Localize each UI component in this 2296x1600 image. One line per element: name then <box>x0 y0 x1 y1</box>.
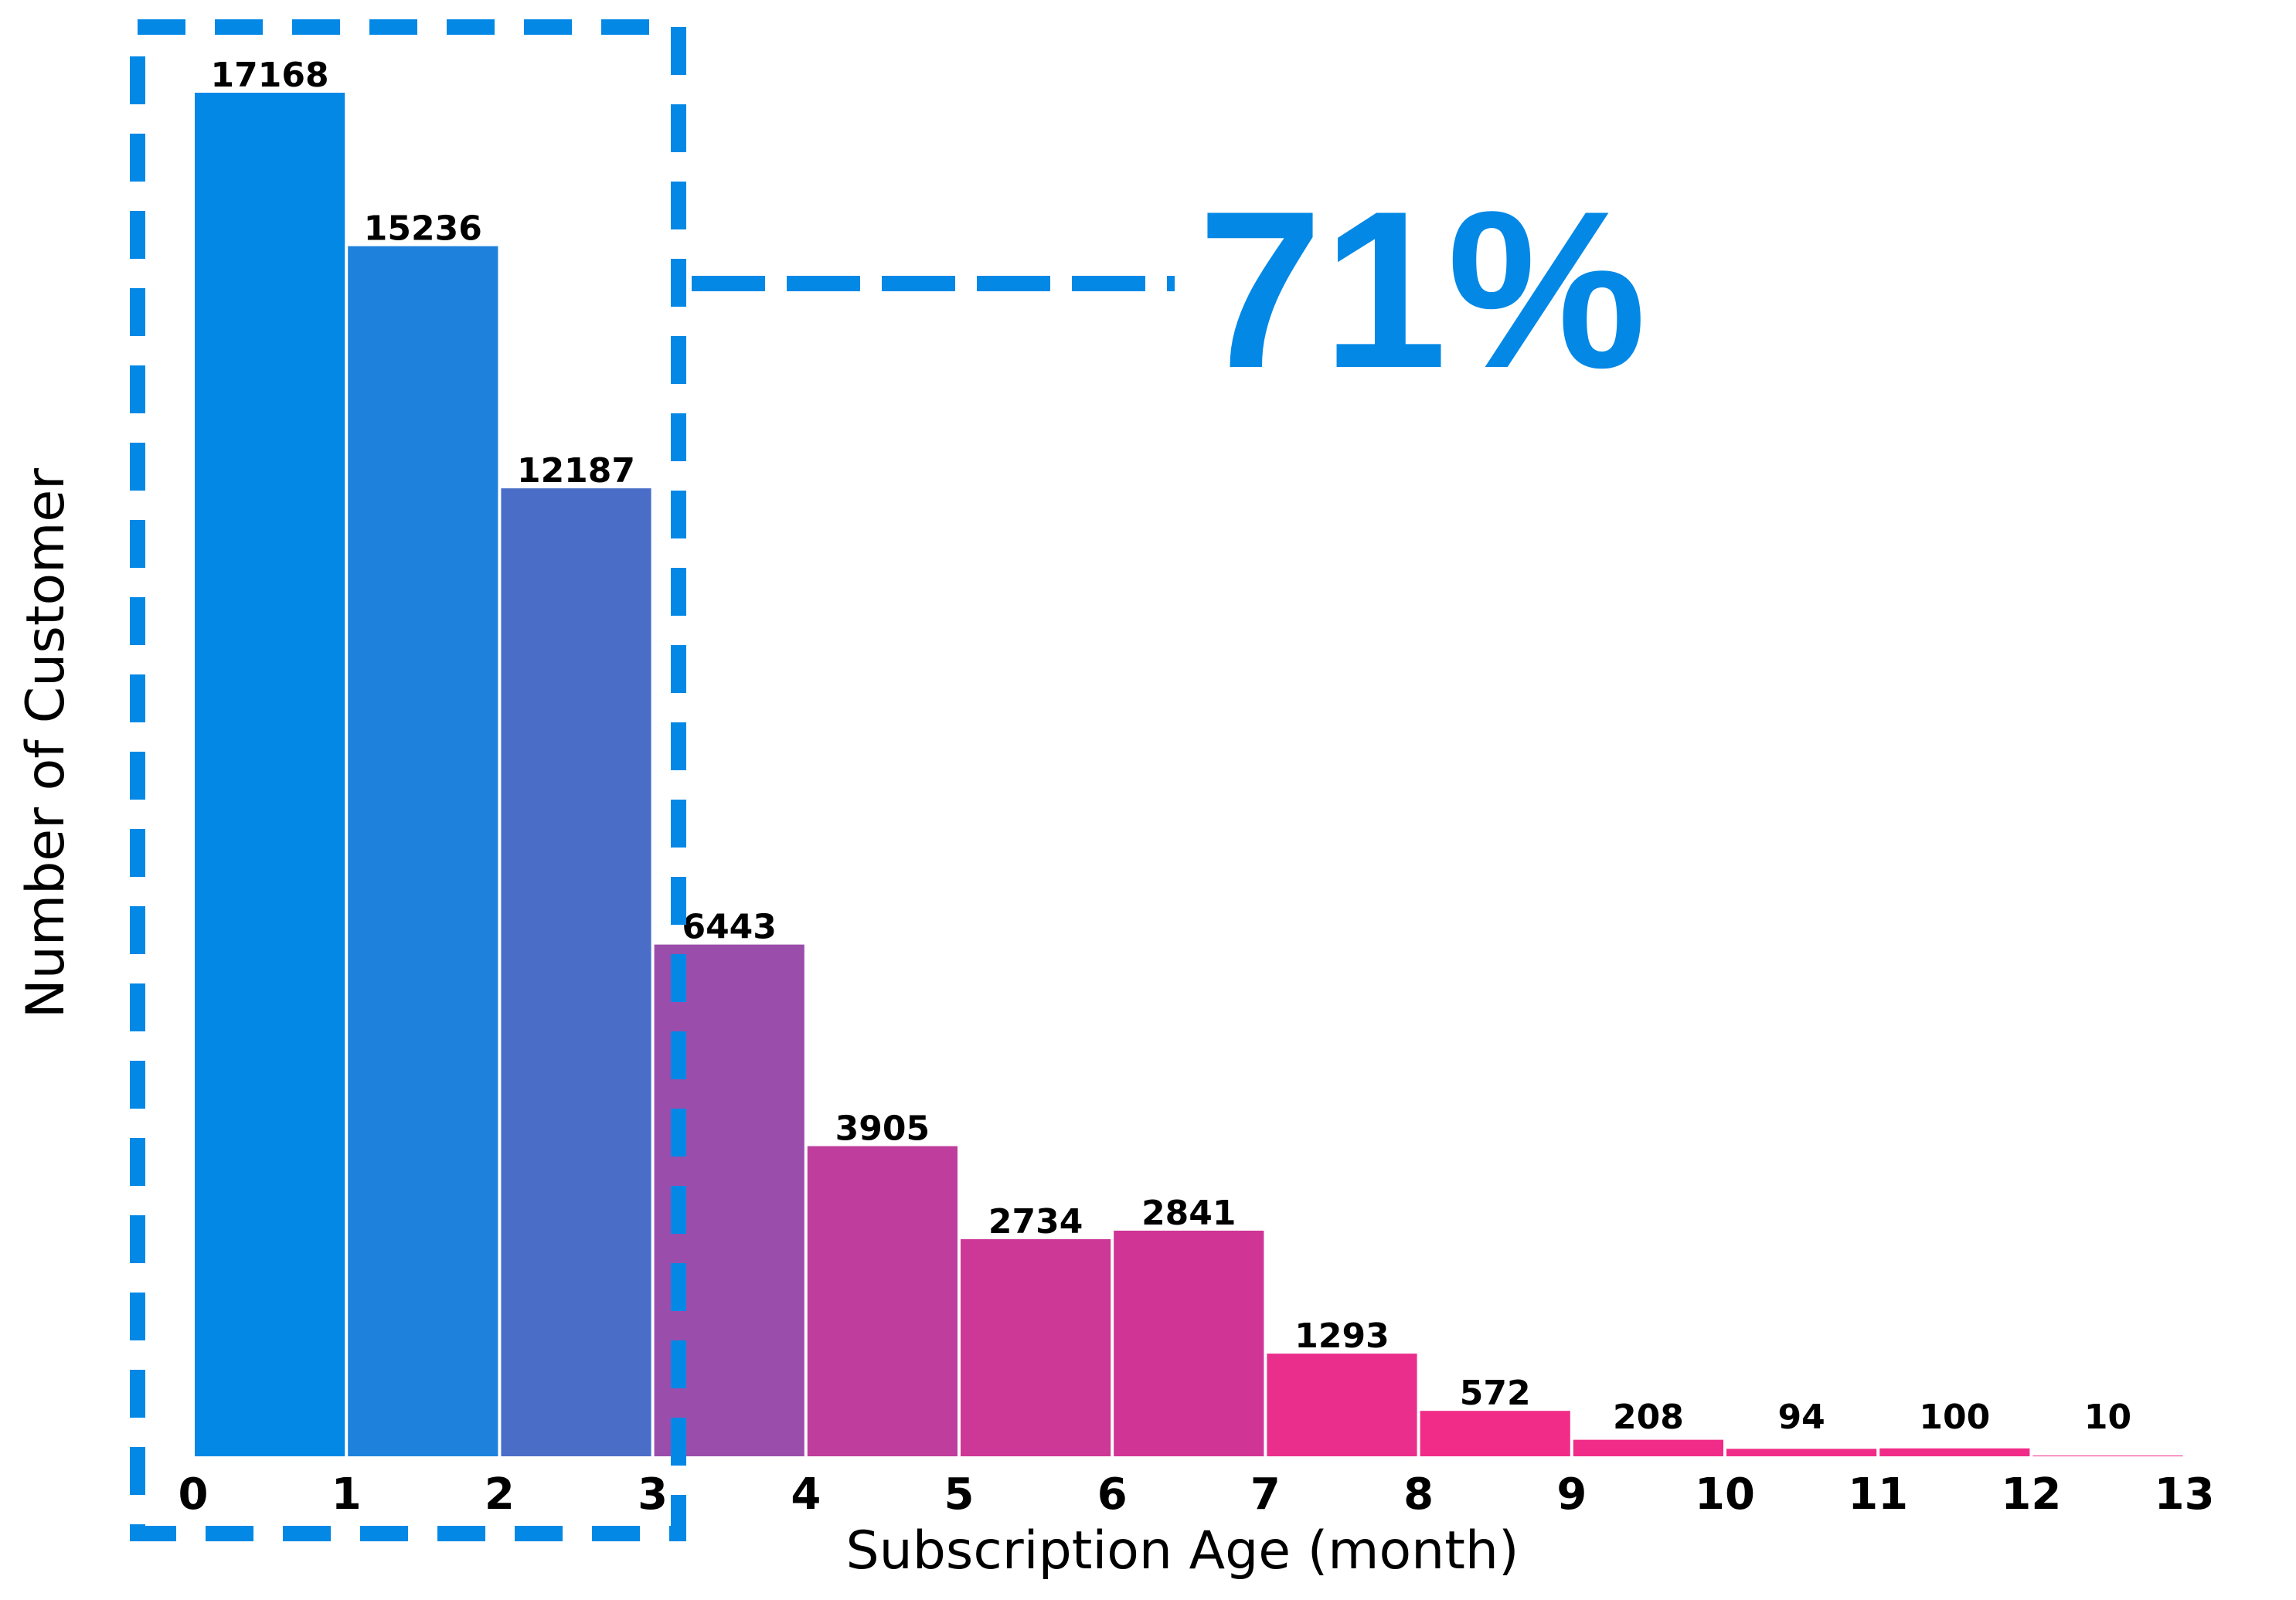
bar-month-7 <box>1267 1354 1417 1456</box>
x-tick-label: 12 <box>2001 1469 2061 1520</box>
x-tick-label: 11 <box>1848 1469 1908 1520</box>
bar-month-6 <box>1114 1230 1264 1456</box>
x-tick-label: 4 <box>791 1469 821 1520</box>
y-axis-title: Number of Customer <box>15 468 77 1018</box>
bar-value-label: 10 <box>2084 1398 2131 1437</box>
bar-value-label: 6443 <box>682 908 776 947</box>
bar-value-labels: 17168 15236 12187 6443 3905 2734 2841 1293 572 20… <box>211 56 2132 1437</box>
bar-value-label: 100 <box>1919 1398 1990 1437</box>
percentage-annotation: 71% <box>1198 165 1646 415</box>
bar-value-label: 15236 <box>364 209 482 249</box>
x-tick-labels: 0 1 2 3 4 5 6 7 8 9 10 11 12 13 <box>179 1469 2215 1520</box>
x-tick-label: 10 <box>1695 1469 1755 1520</box>
bar-month-10 <box>1726 1449 1877 1456</box>
x-tick-label: 8 <box>1403 1469 1434 1520</box>
x-tick-label: 2 <box>485 1469 515 1520</box>
bar-month-5 <box>961 1238 1111 1456</box>
bar-value-label: 17168 <box>211 56 329 95</box>
bar-month-8 <box>1420 1411 1570 1456</box>
bar-month-4 <box>807 1146 958 1456</box>
highlight-box <box>130 19 686 1541</box>
bar-value-label: 1293 <box>1294 1316 1389 1356</box>
bar-value-label: 3905 <box>835 1109 930 1149</box>
x-tick-label: 3 <box>638 1469 668 1520</box>
bar-month-0 <box>195 93 345 1456</box>
bar-value-label: 94 <box>1777 1398 1825 1437</box>
bar-value-label: 208 <box>1613 1398 1684 1437</box>
x-tick-label: 7 <box>1250 1469 1281 1520</box>
bar-month-9 <box>1573 1439 1723 1456</box>
bar-value-label: 2841 <box>1141 1194 1236 1233</box>
bar-value-label: 572 <box>1460 1374 1531 1413</box>
x-axis-title: Subscription Age (month) <box>845 1520 1519 1581</box>
x-tick-label: 6 <box>1097 1469 1128 1520</box>
bar-month-11 <box>1879 1448 2030 1456</box>
bar-value-label: 2734 <box>988 1202 1083 1242</box>
bar-value-label: 12187 <box>517 451 635 491</box>
bar-month-1 <box>348 246 498 1457</box>
x-tick-label: 5 <box>944 1469 975 1520</box>
bars-group <box>195 93 2183 1457</box>
x-tick-label: 1 <box>332 1469 362 1520</box>
x-tick-label: 0 <box>179 1469 209 1520</box>
bar-month-2 <box>501 488 651 1456</box>
x-tick-label: 13 <box>2155 1469 2215 1520</box>
x-tick-label: 9 <box>1556 1469 1587 1520</box>
